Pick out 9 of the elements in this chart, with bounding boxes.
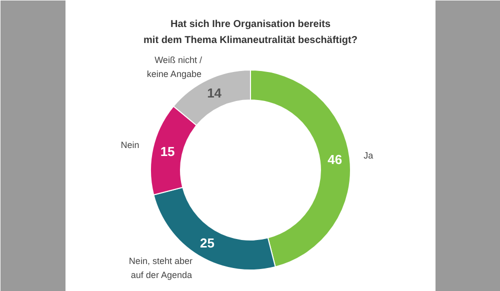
slice-label: Nein: [120, 140, 140, 150]
data-label: 46: [328, 152, 342, 167]
slice-label: Ja: [364, 150, 374, 161]
data-label: 15: [160, 144, 175, 159]
slice-label: Weiß nicht / keine Angabe: [146, 54, 202, 79]
slice-label: Nein, steht aber auf der Agenda: [128, 256, 192, 280]
data-label: 14: [207, 86, 222, 101]
data-label: 25: [200, 236, 214, 251]
chart-title: Hat sich Ihre Organisation bereits mit dem Thema Klimaneutralität beschäftigt?: [144, 19, 358, 46]
